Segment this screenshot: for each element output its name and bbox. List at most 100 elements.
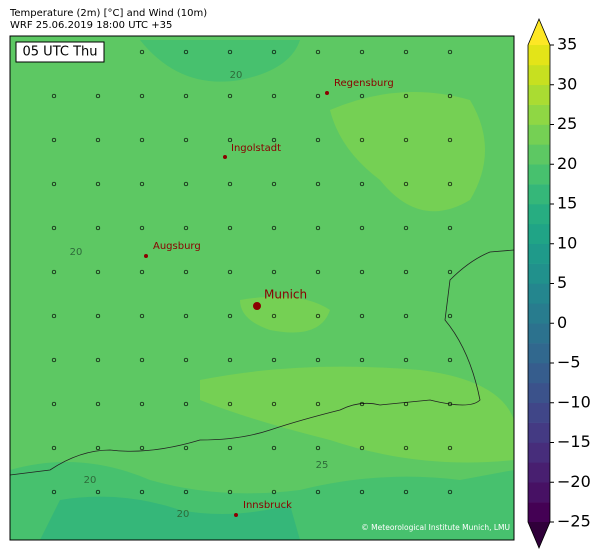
colorbar-tick-label: 35	[557, 35, 577, 54]
colorbar-tick-label: 15	[557, 194, 577, 213]
wind-calm	[271, 313, 277, 319]
colorbar-band	[528, 382, 550, 404]
colorbar-band	[528, 363, 550, 384]
wind-calm	[139, 313, 145, 319]
wind-calm	[403, 137, 409, 143]
colorbar-band	[528, 323, 550, 344]
wind-calm	[403, 181, 409, 187]
wind-calm	[315, 357, 321, 363]
wind-calm	[227, 181, 233, 187]
wind-calm	[447, 401, 453, 407]
city-label: Augsburg	[153, 241, 201, 252]
wind-calm	[139, 49, 145, 55]
wind-calm	[227, 225, 233, 231]
wind-calm	[139, 401, 145, 407]
wind-calm	[51, 445, 57, 451]
colorbar-tick-label: 10	[557, 233, 577, 252]
credit: © Meteorological Institute Munich, LMU	[361, 523, 510, 532]
colorbar-band	[528, 64, 550, 86]
city-label: Munich	[264, 288, 307, 302]
map-frame	[9, 35, 515, 541]
wind-calm	[95, 93, 101, 99]
wind-calm	[403, 313, 409, 319]
cool-area	[140, 40, 300, 82]
wind-calm	[51, 181, 57, 187]
colorbar-tick-label: −20	[557, 472, 591, 491]
colorbar-tick-label: −15	[557, 432, 591, 451]
city-dot	[325, 91, 329, 95]
colorbar-tick-label: 30	[557, 74, 577, 93]
wind-calm	[227, 357, 233, 363]
wind-calm	[359, 269, 365, 275]
wind-calm	[315, 93, 321, 99]
colorbar: −25 −20 −15 −10 −5 0 5 10 15 20 25 30 35	[527, 17, 591, 550]
wind-calm	[271, 181, 277, 187]
wind-calm	[51, 137, 57, 143]
wind-calm	[183, 181, 189, 187]
wind-calm	[447, 181, 453, 187]
colorbar-band	[528, 263, 550, 284]
wind-calm	[227, 401, 233, 407]
wind-calm	[51, 401, 57, 407]
wind-calm	[315, 445, 321, 451]
warm-area	[330, 92, 485, 212]
colorbar-tick-label: 0	[557, 313, 567, 332]
wind-calm	[271, 357, 277, 363]
wind-calm	[403, 225, 409, 231]
wind-calm	[271, 93, 277, 99]
wind-calm	[95, 489, 101, 495]
wind-calm	[227, 93, 233, 99]
wind-calm	[51, 225, 57, 231]
wind-calm	[139, 181, 145, 187]
wind-calm	[183, 269, 189, 275]
wind-calm	[95, 137, 101, 143]
wind-calm	[315, 181, 321, 187]
wind-calm	[447, 445, 453, 451]
city-label: Innsbruck	[243, 500, 292, 511]
wind-calm	[227, 445, 233, 451]
colorbar-tick-label: −5	[557, 353, 581, 372]
colorbar-band	[528, 422, 550, 443]
colorbar-band	[528, 204, 550, 225]
warm-area	[200, 366, 514, 463]
wind-calm	[403, 357, 409, 363]
colorbar-extend-low	[528, 522, 550, 548]
wind-calm	[271, 49, 277, 55]
warm-area	[240, 296, 330, 333]
wind-calm	[447, 225, 453, 231]
wind-calm	[139, 445, 145, 451]
wind-calm	[403, 93, 409, 99]
colorbar-band	[528, 144, 550, 165]
colorbar-band	[528, 283, 550, 304]
wind-calm	[139, 489, 145, 495]
wind-calm	[95, 357, 101, 363]
city-label: Ingolstadt	[231, 143, 281, 154]
wind-calm	[447, 313, 453, 319]
border	[9, 249, 515, 476]
wind-calm	[403, 401, 409, 407]
colorbar-band	[528, 442, 550, 463]
wind-calm	[447, 49, 453, 55]
wind-calm	[95, 445, 101, 451]
contour-label: 20	[230, 70, 243, 81]
colorbar-tick-label: 5	[557, 273, 567, 292]
wind-calm	[359, 137, 365, 143]
wind-calm	[227, 49, 233, 55]
wind-calm	[315, 137, 321, 143]
wind-calm	[447, 269, 453, 275]
wind-calm	[139, 269, 145, 275]
wind-calm	[51, 93, 57, 99]
wind-calm	[315, 401, 321, 407]
wind-calm	[51, 357, 57, 363]
colorbar-band	[528, 243, 550, 264]
wind-calm	[227, 313, 233, 319]
wind-calm	[403, 49, 409, 55]
wind-calm	[183, 313, 189, 319]
wind-calm	[359, 225, 365, 231]
wind-calm	[359, 93, 365, 99]
wind-calm	[51, 313, 57, 319]
colorbar-band	[528, 303, 550, 324]
wind-calm	[315, 49, 321, 55]
wind-calm	[95, 401, 101, 407]
